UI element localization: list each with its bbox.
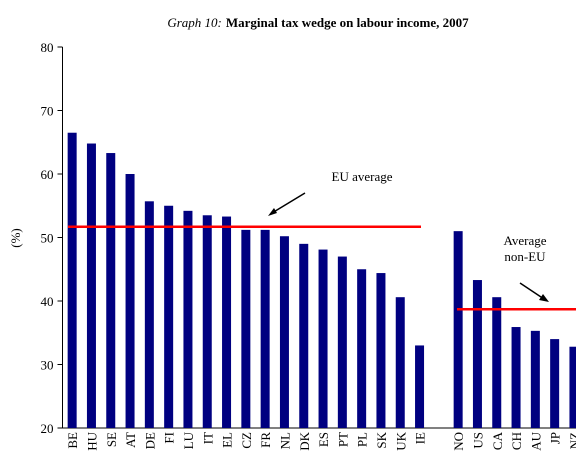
x-tick-label: BE	[65, 432, 80, 449]
bar	[67, 132, 77, 428]
x-tick-label: IT	[200, 432, 215, 444]
bar	[511, 327, 521, 428]
x-tick-label: EL	[220, 432, 235, 448]
y-tick-label: 30	[41, 358, 54, 373]
bar	[530, 330, 540, 428]
x-tick-label: DK	[297, 431, 312, 450]
bar	[472, 280, 482, 428]
bar	[144, 201, 154, 428]
y-tick-label: 60	[41, 167, 54, 182]
bar	[279, 236, 289, 428]
x-tick-label: AT	[123, 432, 138, 448]
bar	[164, 205, 174, 428]
x-tick-label: PL	[355, 432, 370, 447]
y-tick-label: 70	[41, 104, 54, 119]
eu-arrow	[271, 192, 306, 214]
bar	[569, 346, 576, 428]
x-tick-label: CZ	[239, 432, 254, 449]
x-tick-label: AU	[528, 431, 543, 450]
bar	[260, 229, 270, 428]
x-tick-label: CA	[490, 431, 505, 450]
bar	[299, 243, 309, 428]
title-label: Graph 10:	[167, 15, 222, 30]
x-tick-label: IE	[413, 432, 428, 444]
x-tick-label: NO	[451, 432, 466, 451]
non-eu-arrow-head	[539, 294, 549, 302]
x-tick-label: NL	[277, 432, 292, 449]
x-tick-label: FI	[162, 432, 177, 444]
eu-arrow-head	[268, 208, 277, 216]
chart-title: Marginal tax wedge on labour income, 200…	[226, 15, 469, 30]
bar	[183, 210, 193, 428]
x-tick-label: NZ	[567, 432, 576, 449]
x-tick-label: HU	[84, 431, 99, 450]
bar	[395, 297, 405, 428]
bar	[492, 297, 502, 428]
x-tick-label: CH	[509, 432, 524, 450]
non-eu-arrow	[519, 282, 545, 300]
x-tick-label: JP	[548, 432, 563, 444]
bar	[222, 216, 232, 428]
bar	[337, 256, 347, 428]
bar	[415, 345, 425, 428]
bar	[86, 143, 96, 428]
x-tick-label: DE	[142, 432, 157, 449]
bar	[125, 174, 135, 428]
bar	[318, 249, 328, 428]
x-tick-label: US	[470, 432, 485, 449]
x-tick-label: LU	[181, 431, 196, 449]
y-axis-label: (%)	[8, 228, 23, 248]
bar	[202, 215, 212, 428]
bar	[357, 269, 367, 428]
x-tick-label: FR	[258, 432, 273, 448]
bar	[453, 231, 463, 428]
reference-label: EU average	[332, 169, 393, 184]
x-tick-label: SK	[374, 431, 389, 448]
y-tick-label: 80	[41, 40, 54, 55]
bar	[550, 339, 560, 428]
reference-label: non-EU	[504, 249, 546, 264]
x-tick-label: UK	[393, 431, 408, 450]
reference-label: Average	[503, 233, 546, 248]
y-tick-label: 40	[41, 294, 54, 309]
x-tick-label: SE	[104, 432, 119, 447]
y-tick-label: 20	[41, 421, 54, 436]
chart-title-group: Graph 10: Marginal tax wedge on labour in…	[167, 15, 469, 30]
bar	[106, 153, 116, 429]
bar	[241, 229, 251, 428]
x-tick-label: ES	[316, 432, 331, 447]
y-tick-label: 50	[41, 231, 54, 246]
x-tick-label: PT	[335, 432, 350, 447]
bar	[376, 273, 386, 428]
